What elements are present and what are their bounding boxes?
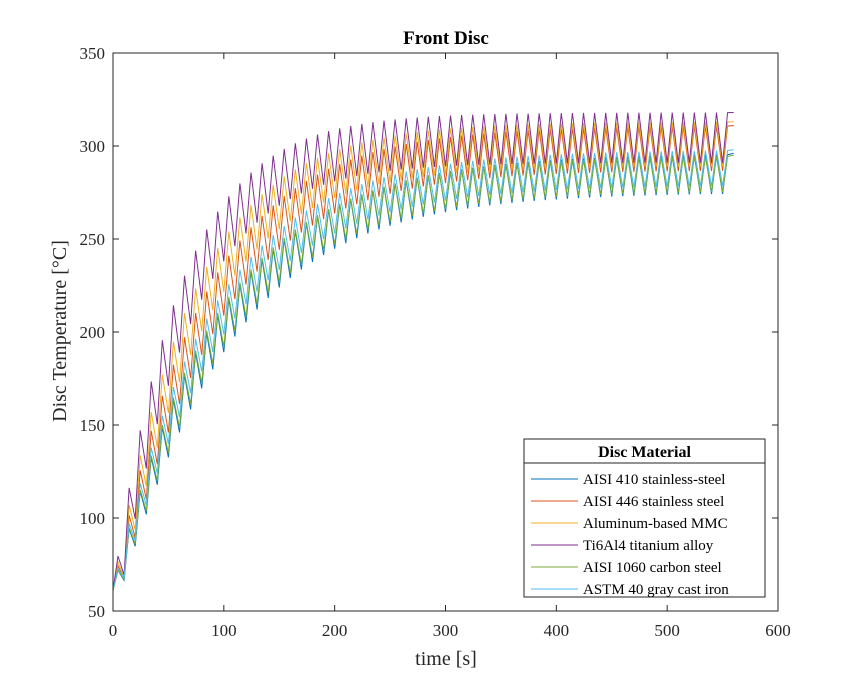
series-layer [112, 112, 734, 591]
x-tick-label: 600 [765, 621, 791, 640]
x-tick-label: 200 [322, 621, 348, 640]
series-line-5 [112, 149, 734, 591]
y-axis-label: Disc Temperature [°C] [49, 240, 71, 422]
series-line-4 [112, 154, 734, 591]
legend-box [523, 438, 766, 598]
x-tick-label: 300 [433, 621, 459, 640]
y-tick-label: 250 [80, 230, 106, 249]
legend-label-1: AISI 446 stainless steel [583, 494, 724, 510]
x-axis-label: time [s] [415, 648, 477, 670]
plot-area: 0 100 200 300 400 500 600 50 100 150 200 250 300 350 [80, 44, 791, 640]
y-tick-label: 150 [80, 416, 106, 435]
ticks-layer: 0 100 200 300 400 500 600 50 100 150 200 250 300 350 [80, 44, 791, 640]
x-tick-label: 100 [211, 621, 237, 640]
y-tick-label: 350 [80, 44, 106, 63]
legend-label-2: Aluminum-based MMC [583, 516, 728, 532]
series-line-1 [112, 125, 734, 591]
legend-label-4: AISI 1060 carbon steel [583, 560, 722, 576]
x-tick-label: 500 [654, 621, 680, 640]
y-tick-label: 200 [80, 323, 106, 342]
legend-items: AISI 410 stainless-steel AISI 446 stainle… [531, 472, 729, 598]
legend-label-0: AISI 410 stainless-steel [583, 472, 725, 488]
legend-label-3: Ti6Al4 titanium alloy [583, 538, 714, 554]
chart-title: Front Disc [403, 28, 489, 49]
legend-label-5: ASTM 40 gray cast iron [583, 582, 729, 598]
y-tick-label: 300 [80, 137, 106, 156]
legend: Disc Material AISI 410 stainless-steelAI… [523, 438, 766, 598]
x-tick-label: 0 [109, 621, 118, 640]
series-line-2 [112, 121, 734, 591]
x-tick-label: 400 [544, 621, 570, 640]
y-tick-label: 100 [80, 509, 106, 528]
y-tick-label: 50 [88, 602, 105, 621]
series-line-3 [112, 112, 734, 591]
legend-title: Disc Material [598, 444, 691, 461]
